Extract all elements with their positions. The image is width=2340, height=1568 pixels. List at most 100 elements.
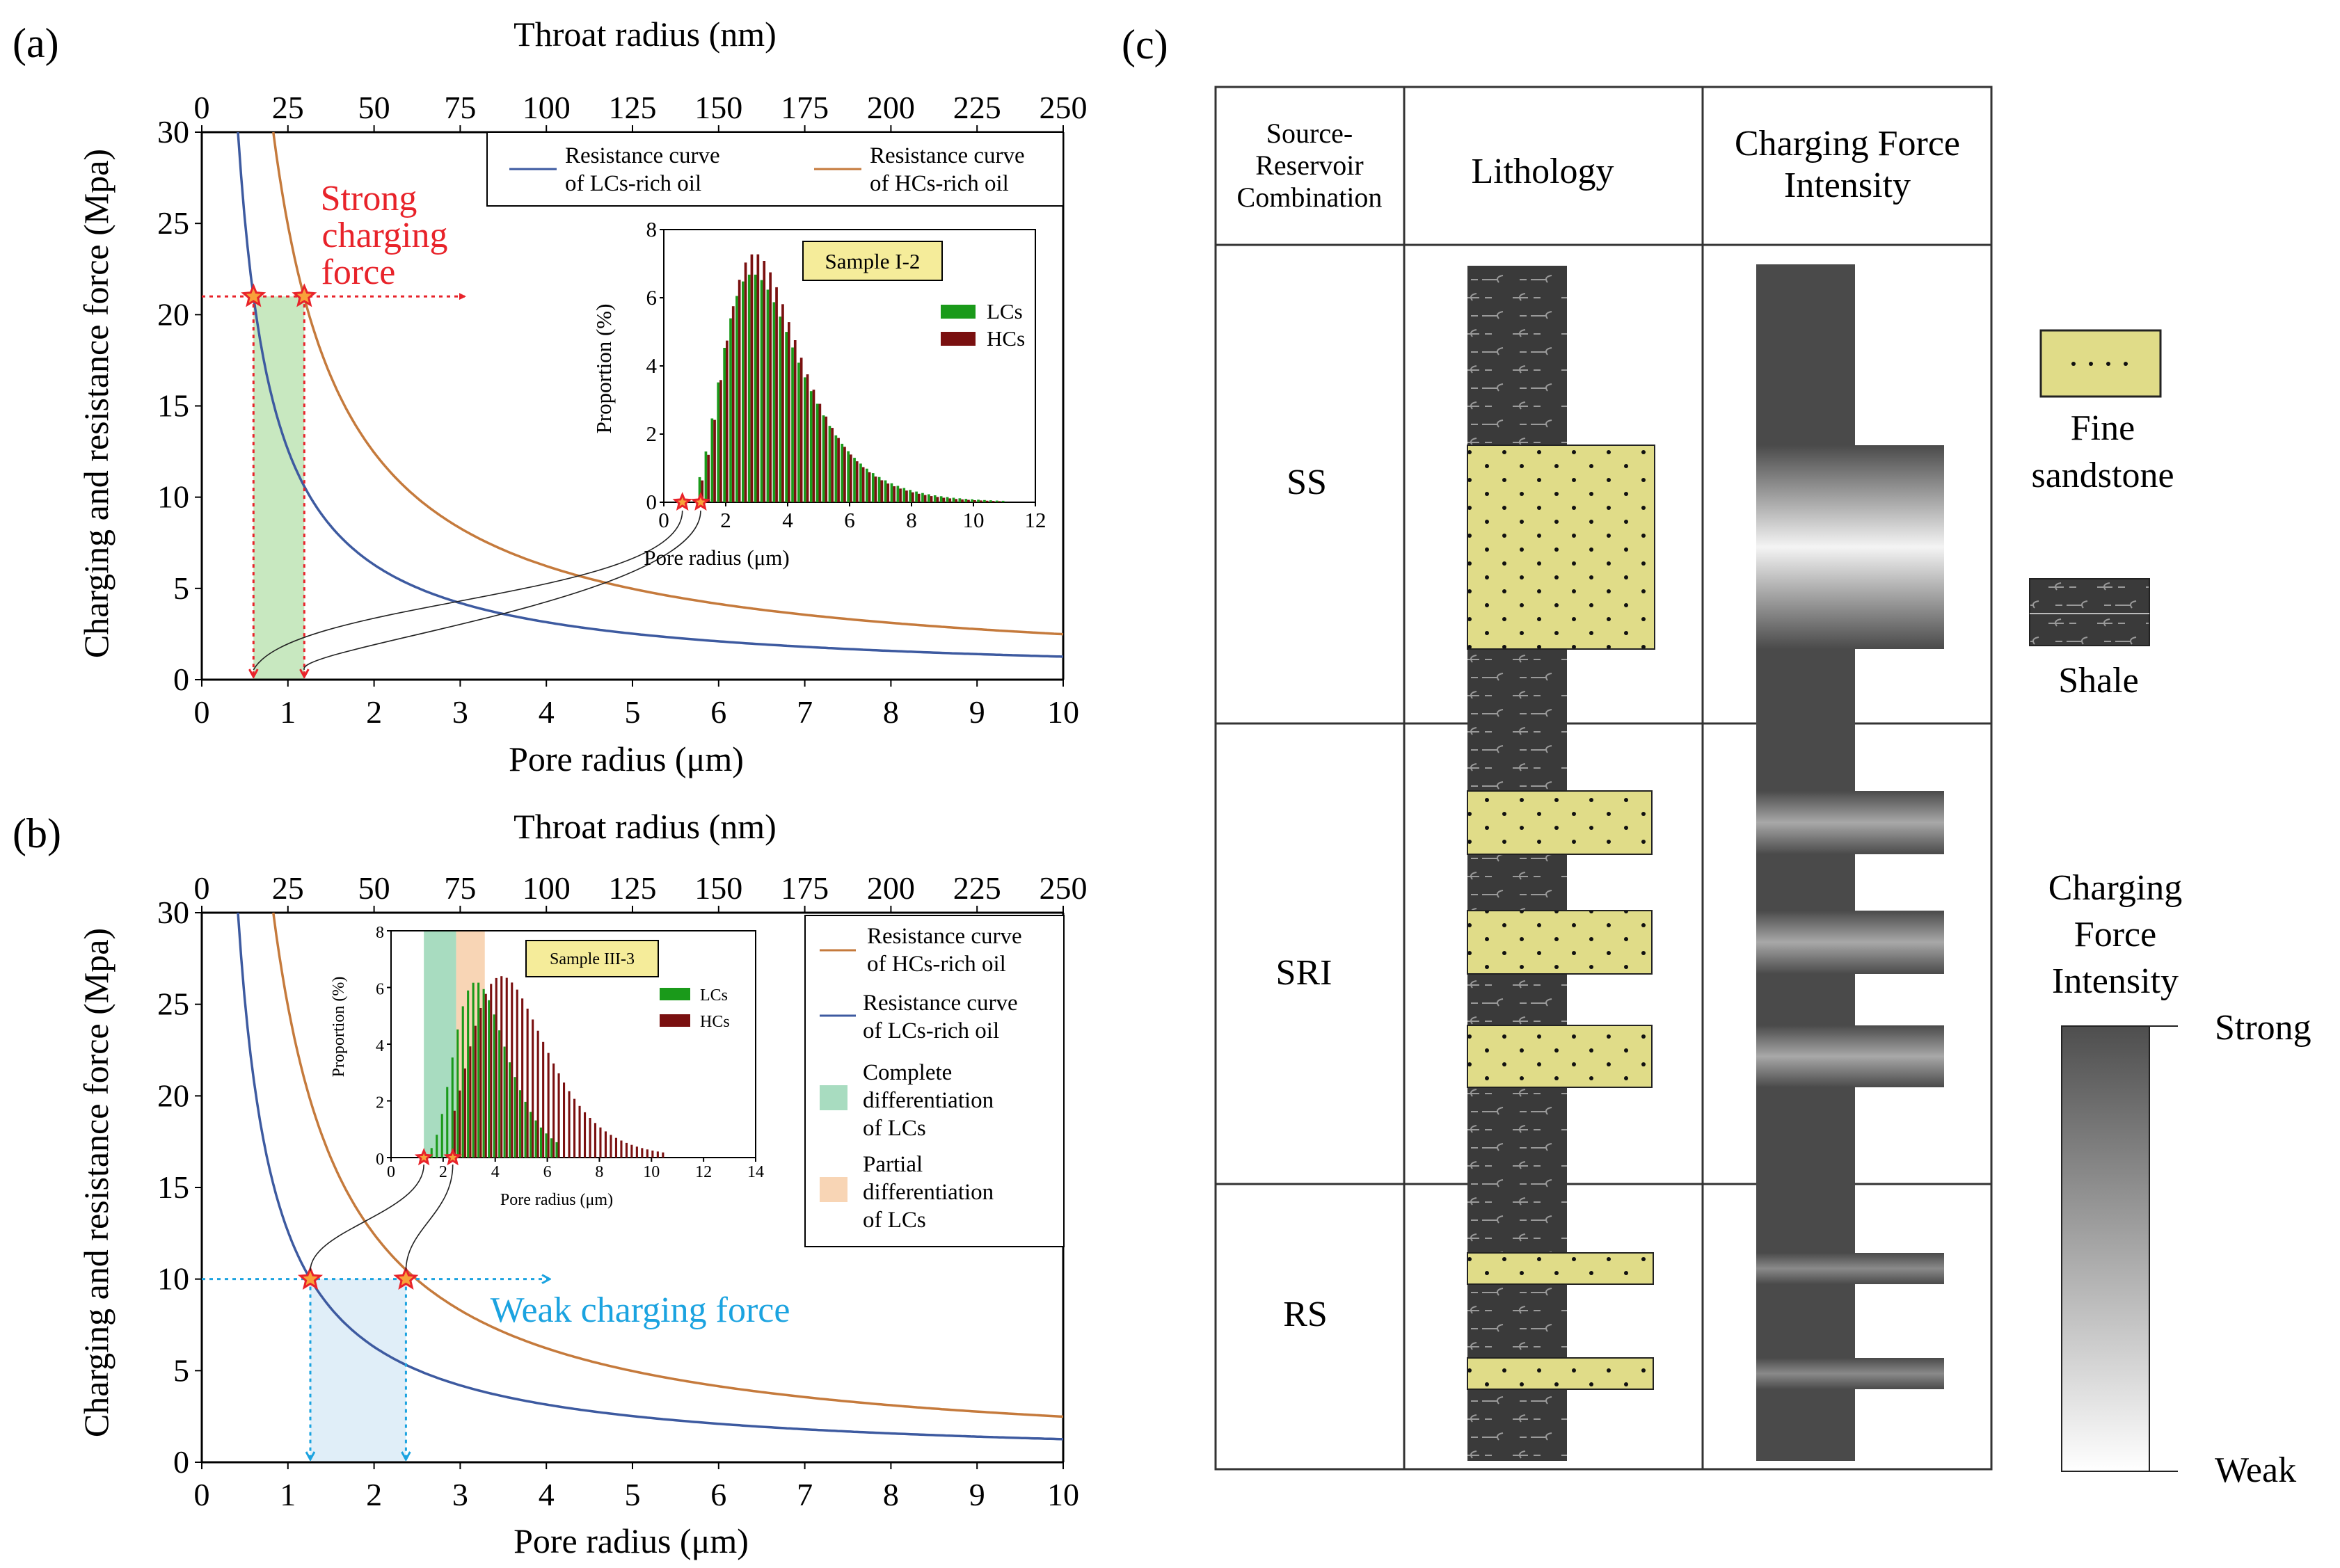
panel-a: (a) Throat radius (nm) Pore radius (μm) …: [13, 15, 1088, 778]
hcs-bar: [893, 486, 896, 502]
hcs-bar: [547, 1053, 550, 1158]
hcs-bar: [930, 496, 933, 502]
inset-intersection-marker: [443, 1148, 462, 1166]
hcs-bar: [646, 1149, 648, 1158]
hcs-bar: [818, 403, 822, 502]
lcs-bar: [436, 1135, 438, 1158]
header-combination-line3: Combination: [1237, 182, 1383, 213]
inset-x-tick-label: 6: [543, 1163, 552, 1181]
lcs-bar: [815, 403, 819, 502]
hcs-bar: [474, 1025, 477, 1158]
sand-dot: [2071, 362, 2076, 366]
lcs-bar: [747, 274, 751, 502]
hcs-bar: [610, 1135, 612, 1158]
hcs-bar: [526, 1008, 529, 1158]
hcs-bar: [955, 499, 957, 502]
inset-y-tick-label: 2: [376, 1094, 384, 1112]
hcs-bar: [917, 493, 921, 502]
lcs-bar: [519, 1090, 522, 1158]
lcs-bar: [828, 426, 831, 502]
hcs-bar: [641, 1148, 644, 1158]
hcs-bar: [463, 1068, 466, 1158]
sand-dot: [2089, 362, 2093, 366]
lcs-bar: [859, 463, 862, 502]
legend-partial-line1: Partial: [863, 1152, 923, 1177]
lcs-bar: [509, 1062, 511, 1158]
lcs-bar: [890, 483, 893, 502]
inset-a-legend-hcs: HCs: [987, 326, 1025, 351]
top-tick-label: 200: [867, 870, 915, 906]
hcs-bar: [599, 1127, 602, 1158]
strong-annotation-line3: force: [321, 253, 396, 292]
lcs-bar: [946, 497, 949, 502]
connector-line: [405, 1164, 454, 1271]
panel-b-x-axis-label: Pore radius (μm): [514, 1521, 749, 1560]
x-tick-label: 0: [194, 694, 210, 730]
inset-x-tick-label: 0: [387, 1163, 395, 1181]
lcs-bar: [834, 435, 838, 502]
inset-x-tick-label: 4: [782, 508, 793, 532]
intensity-bulge-rs-2: [1756, 1358, 1944, 1389]
hcs-bar: [850, 454, 852, 502]
inset-y-tick-label: 0: [646, 490, 658, 514]
hcs-bar: [557, 1073, 560, 1158]
hcs-bar: [584, 1112, 587, 1158]
legend-scale-title-line3: Intensity: [2052, 961, 2179, 1001]
sand-dot: [2124, 362, 2128, 366]
header-lithology: Lithology: [1471, 152, 1614, 191]
connector-line: [310, 1164, 424, 1271]
panel-b-y-axis-label: Charging and resistance force (Mpa): [77, 928, 116, 1437]
y-tick-label: 10: [157, 1261, 189, 1297]
hcs-bar: [542, 1041, 545, 1158]
shaded-pore-range: [253, 296, 305, 680]
inset-a-legend-lcs: LCs: [987, 299, 1023, 323]
inset-x-tick-label: 14: [747, 1163, 764, 1181]
hcs-bar: [948, 498, 952, 502]
inset-b-legend-hcs: HCs: [700, 1013, 730, 1031]
hcs-bar: [656, 1151, 659, 1158]
hcs-bar: [831, 428, 834, 502]
hcs-bar: [536, 1030, 539, 1158]
top-tick-label: 200: [867, 90, 915, 125]
panel-b-inset: 0 2 4 6 8 10 12 14 0 2 4 6 8 Pore radius (μm) Propor…: [310, 924, 764, 1271]
panel-c-label: (c): [1122, 22, 1168, 67]
legend-sandstone-line1: Fine: [2071, 408, 2135, 448]
x-tick-label: 5: [625, 694, 641, 730]
hcs-bar: [521, 998, 524, 1158]
intensity-bulge-sri-2: [1756, 911, 1944, 974]
hcs-bar: [756, 254, 760, 502]
panel-b-sample-box: [525, 940, 659, 977]
hcs-bar: [459, 1090, 461, 1158]
lcs-bar: [896, 486, 900, 502]
legend-complete-swatch: [820, 1085, 847, 1110]
x-tick-label: 6: [710, 694, 726, 730]
hcs-bar: [775, 287, 778, 502]
x-tick-label: 9: [969, 694, 985, 730]
hcs-bar: [961, 499, 964, 502]
hcs-bar: [788, 322, 790, 502]
intersection-marker: [393, 1265, 419, 1290]
hcs-bar: [923, 495, 927, 502]
panel-b-top-axis-label: Throat radius (nm): [514, 807, 777, 846]
lcs-bar: [451, 1057, 454, 1158]
connector-line: [303, 510, 701, 671]
panel-a-inset-ylabel: Proportion (%): [591, 304, 616, 434]
lcs-bar: [871, 473, 875, 502]
hcs-bar: [936, 497, 939, 502]
hcs-bar: [880, 480, 884, 502]
resistance-curve-lcs: [237, 912, 1064, 1441]
lcs-bar: [729, 318, 732, 502]
panel-a-legend: Resistance curve of LCs-rich oil Resista…: [486, 131, 1064, 207]
inset-x-tick-label: 10: [643, 1163, 660, 1181]
y-tick-label: 20: [157, 296, 189, 332]
panel-b-sample-label: Sample III-3: [550, 950, 635, 968]
lcs-bar: [717, 382, 720, 502]
hcs-bar: [874, 477, 877, 502]
lcs-bar: [809, 391, 813, 502]
lcs-bar: [797, 362, 800, 502]
hcs-bar: [738, 280, 741, 502]
lcs-bar: [472, 982, 475, 1158]
lcs-bar: [524, 1101, 527, 1158]
